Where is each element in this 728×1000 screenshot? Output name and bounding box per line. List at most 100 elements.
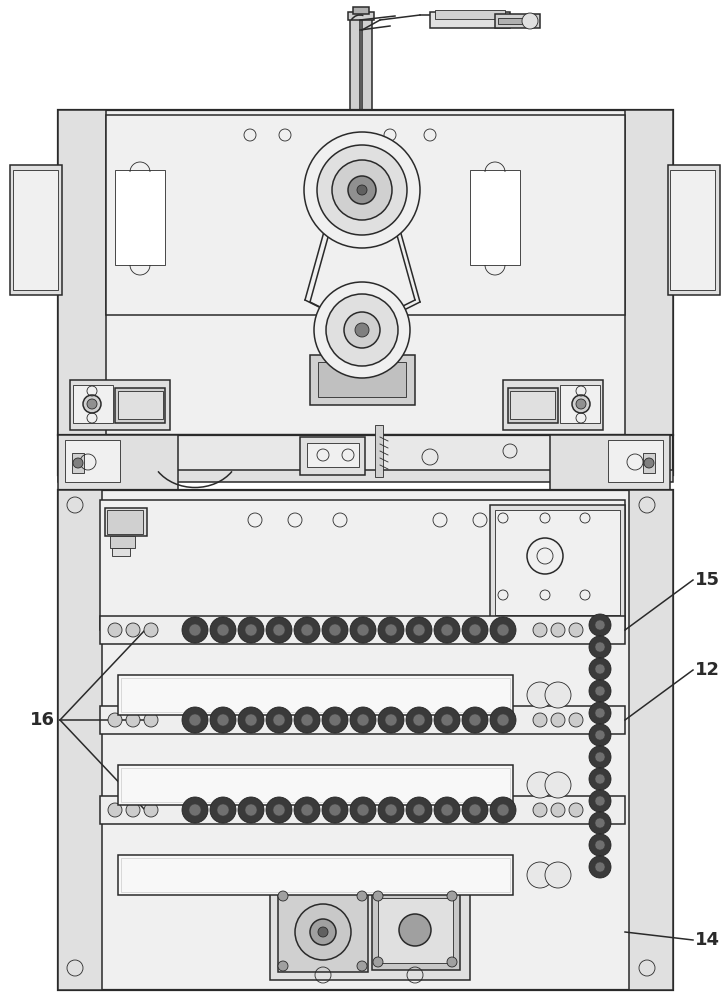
Circle shape [490,797,516,823]
Circle shape [182,707,208,733]
Circle shape [589,812,611,834]
Circle shape [589,702,611,724]
Circle shape [329,624,341,636]
Circle shape [126,803,140,817]
Circle shape [108,713,122,727]
Bar [10,165,62,295]
Bar [270,885,470,980]
Circle shape [329,804,341,816]
Text: 12: 12 [695,661,720,679]
Circle shape [551,803,565,817]
Bar [629,490,673,990]
Circle shape [595,708,605,718]
Text: 16: 16 [30,711,55,729]
Circle shape [357,185,367,195]
Circle shape [217,624,229,636]
Circle shape [595,818,605,828]
Circle shape [589,614,611,636]
Circle shape [589,724,611,746]
Circle shape [462,797,488,823]
Bar [372,892,460,970]
Circle shape [238,617,264,643]
Circle shape [434,617,460,643]
Circle shape [595,796,605,806]
Circle shape [182,617,208,643]
Circle shape [189,624,201,636]
Circle shape [322,797,348,823]
Circle shape [210,707,236,733]
Circle shape [469,624,481,636]
Circle shape [441,714,453,726]
Circle shape [413,804,425,816]
Bar [58,110,106,435]
Circle shape [217,714,229,726]
Circle shape [497,714,509,726]
Circle shape [357,891,367,901]
Circle shape [462,707,488,733]
Bar [510,391,555,419]
Bar [115,388,165,423]
Circle shape [527,772,553,798]
Circle shape [245,714,257,726]
Circle shape [527,862,553,888]
Circle shape [399,914,431,946]
Bar [106,115,625,315]
Bar [508,388,558,423]
Circle shape [357,804,369,816]
Circle shape [378,797,404,823]
Bar [100,796,625,824]
Bar [625,110,673,435]
Circle shape [522,13,538,29]
Circle shape [210,797,236,823]
Circle shape [434,797,460,823]
Bar [121,678,510,712]
Circle shape [569,803,583,817]
Circle shape [644,458,654,468]
Circle shape [595,774,605,784]
Circle shape [441,624,453,636]
Circle shape [310,919,336,945]
Circle shape [533,623,547,637]
Bar [495,510,620,615]
Bar [375,425,383,477]
Circle shape [126,623,140,637]
Circle shape [344,312,380,348]
Circle shape [447,957,457,967]
Bar [643,453,655,473]
Circle shape [322,617,348,643]
Circle shape [469,714,481,726]
Bar [100,500,625,630]
Bar [498,18,536,24]
Circle shape [589,856,611,878]
Circle shape [126,713,140,727]
Circle shape [357,624,369,636]
Circle shape [182,797,208,823]
Circle shape [245,804,257,816]
Bar [430,12,510,28]
Circle shape [589,768,611,790]
Bar [435,10,505,19]
Circle shape [545,862,571,888]
Circle shape [413,714,425,726]
Circle shape [318,927,328,937]
Bar [121,858,510,892]
Circle shape [595,620,605,630]
Circle shape [317,145,407,235]
Circle shape [545,772,571,798]
Circle shape [144,803,158,817]
Bar [318,362,406,397]
Bar [65,440,120,482]
Bar [300,437,365,475]
Circle shape [406,617,432,643]
Circle shape [332,160,392,220]
Circle shape [373,957,383,967]
Circle shape [595,686,605,696]
Circle shape [533,713,547,727]
Circle shape [545,682,571,708]
Bar [100,706,625,734]
Circle shape [245,624,257,636]
Circle shape [357,961,367,971]
Circle shape [301,804,313,816]
Circle shape [595,840,605,850]
Circle shape [385,624,397,636]
